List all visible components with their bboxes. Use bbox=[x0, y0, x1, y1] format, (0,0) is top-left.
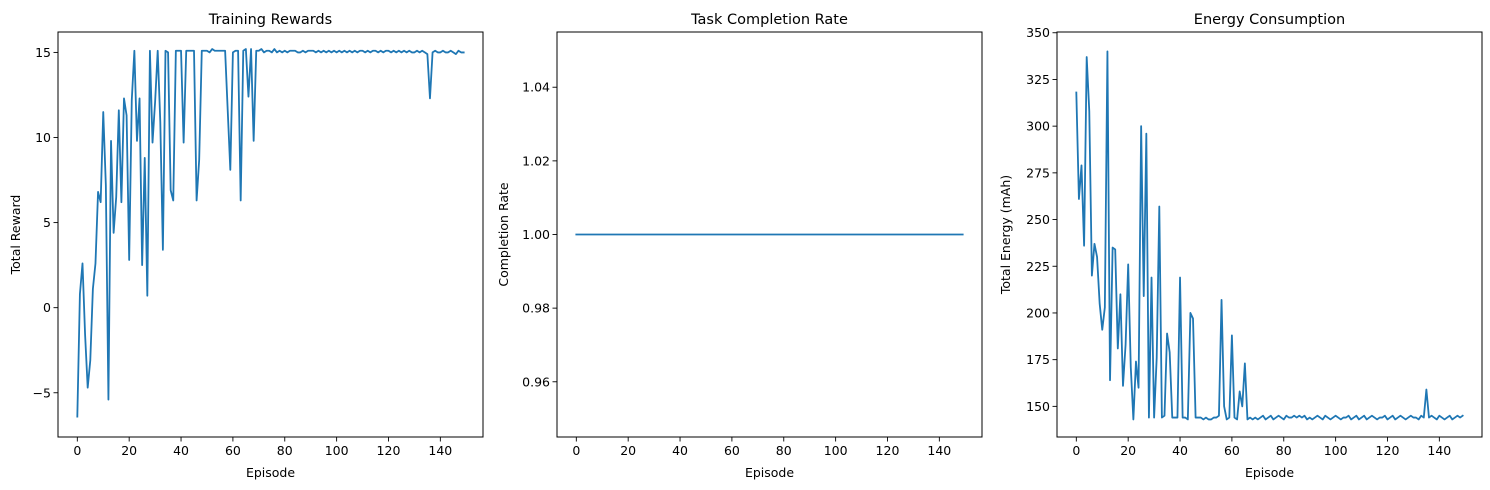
x-tick-label: 20 bbox=[121, 443, 137, 458]
x-tick-label: 20 bbox=[1120, 443, 1136, 458]
chart-title: Training Rewards bbox=[208, 12, 332, 28]
x-tick-label: 0 bbox=[572, 443, 580, 458]
y-tick-label: 225 bbox=[1026, 259, 1050, 274]
x-tick-label: 40 bbox=[173, 443, 189, 458]
plot-frame bbox=[556, 31, 983, 438]
x-tick-label: 60 bbox=[225, 443, 241, 458]
axis-ticks: 0 20 40 60 80 100 120 140 0.96 0.98 1.00 1.02 1.04 bbox=[522, 80, 951, 458]
x-axis-label: Episode bbox=[246, 465, 295, 480]
task-completion-rate-chart: Task Completion Rate Episode Completion … bbox=[496, 12, 983, 480]
x-tick-label: 40 bbox=[672, 443, 688, 458]
x-tick-label: 140 bbox=[428, 443, 452, 458]
x-axis-label: Episode bbox=[745, 465, 794, 480]
y-tick-label: 5 bbox=[43, 215, 51, 230]
x-axis-label: Episode bbox=[1245, 465, 1294, 480]
y-tick-label: 250 bbox=[1026, 212, 1050, 227]
x-tick-label: 120 bbox=[876, 443, 900, 458]
series-line bbox=[1075, 50, 1464, 421]
y-axis-label: Completion Rate bbox=[496, 182, 511, 287]
x-tick-label: 100 bbox=[325, 443, 349, 458]
y-tick-label: 15 bbox=[35, 45, 51, 60]
series-lines bbox=[1075, 50, 1464, 421]
y-tick-label: 10 bbox=[35, 130, 51, 145]
y-tick-label: 325 bbox=[1026, 72, 1050, 87]
x-tick-label: 0 bbox=[73, 443, 81, 458]
y-tick-label: 0.96 bbox=[522, 374, 550, 389]
chart-title: Energy Consumption bbox=[1194, 12, 1345, 28]
y-tick-label: 1.02 bbox=[522, 153, 550, 168]
x-tick-label: 80 bbox=[277, 443, 293, 458]
chart-title: Task Completion Rate bbox=[690, 12, 848, 28]
y-tick-label: 1.00 bbox=[522, 227, 550, 242]
y-tick-label: 1.04 bbox=[522, 80, 550, 95]
axis-ticks: 0 20 40 60 80 100 120 140 −5 0 5 10 15 bbox=[33, 45, 453, 458]
x-tick-label: 140 bbox=[927, 443, 951, 458]
y-tick-label: 175 bbox=[1026, 352, 1050, 367]
x-tick-label: 60 bbox=[724, 443, 740, 458]
y-tick-label: 275 bbox=[1026, 165, 1050, 180]
y-axis-label: Total Energy (mAh) bbox=[998, 175, 1013, 295]
x-tick-label: 100 bbox=[1324, 443, 1348, 458]
series-lines bbox=[76, 48, 465, 418]
training-rewards-chart: Training Rewards Episode Total Reward 0 2… bbox=[8, 12, 484, 480]
x-tick-label: 60 bbox=[1224, 443, 1240, 458]
y-tick-label: 200 bbox=[1026, 305, 1050, 320]
y-tick-label: 150 bbox=[1026, 399, 1050, 414]
plot-frame bbox=[57, 31, 484, 438]
x-tick-label: 140 bbox=[1427, 443, 1451, 458]
y-axis-label: Total Reward bbox=[8, 195, 23, 276]
y-tick-label: 350 bbox=[1026, 25, 1050, 40]
y-tick-label: 0 bbox=[43, 300, 51, 315]
x-tick-label: 120 bbox=[1376, 443, 1400, 458]
energy-consumption-chart: Energy Consumption Episode Total Energy … bbox=[998, 12, 1483, 480]
x-tick-label: 100 bbox=[824, 443, 848, 458]
y-tick-label: 300 bbox=[1026, 119, 1050, 134]
x-tick-label: 0 bbox=[1072, 443, 1080, 458]
x-tick-label: 120 bbox=[377, 443, 401, 458]
series-line bbox=[76, 48, 465, 418]
x-tick-label: 80 bbox=[776, 443, 792, 458]
plot-frame bbox=[1056, 31, 1483, 438]
y-tick-label: 0.98 bbox=[522, 301, 550, 316]
x-tick-label: 40 bbox=[1172, 443, 1188, 458]
axis-ticks: 0 20 40 60 80 100 120 140 150 175 200 225 250 275 300 3… bbox=[1026, 25, 1451, 458]
x-tick-label: 80 bbox=[1276, 443, 1292, 458]
y-tick-label: −5 bbox=[33, 385, 51, 400]
x-tick-label: 20 bbox=[620, 443, 636, 458]
